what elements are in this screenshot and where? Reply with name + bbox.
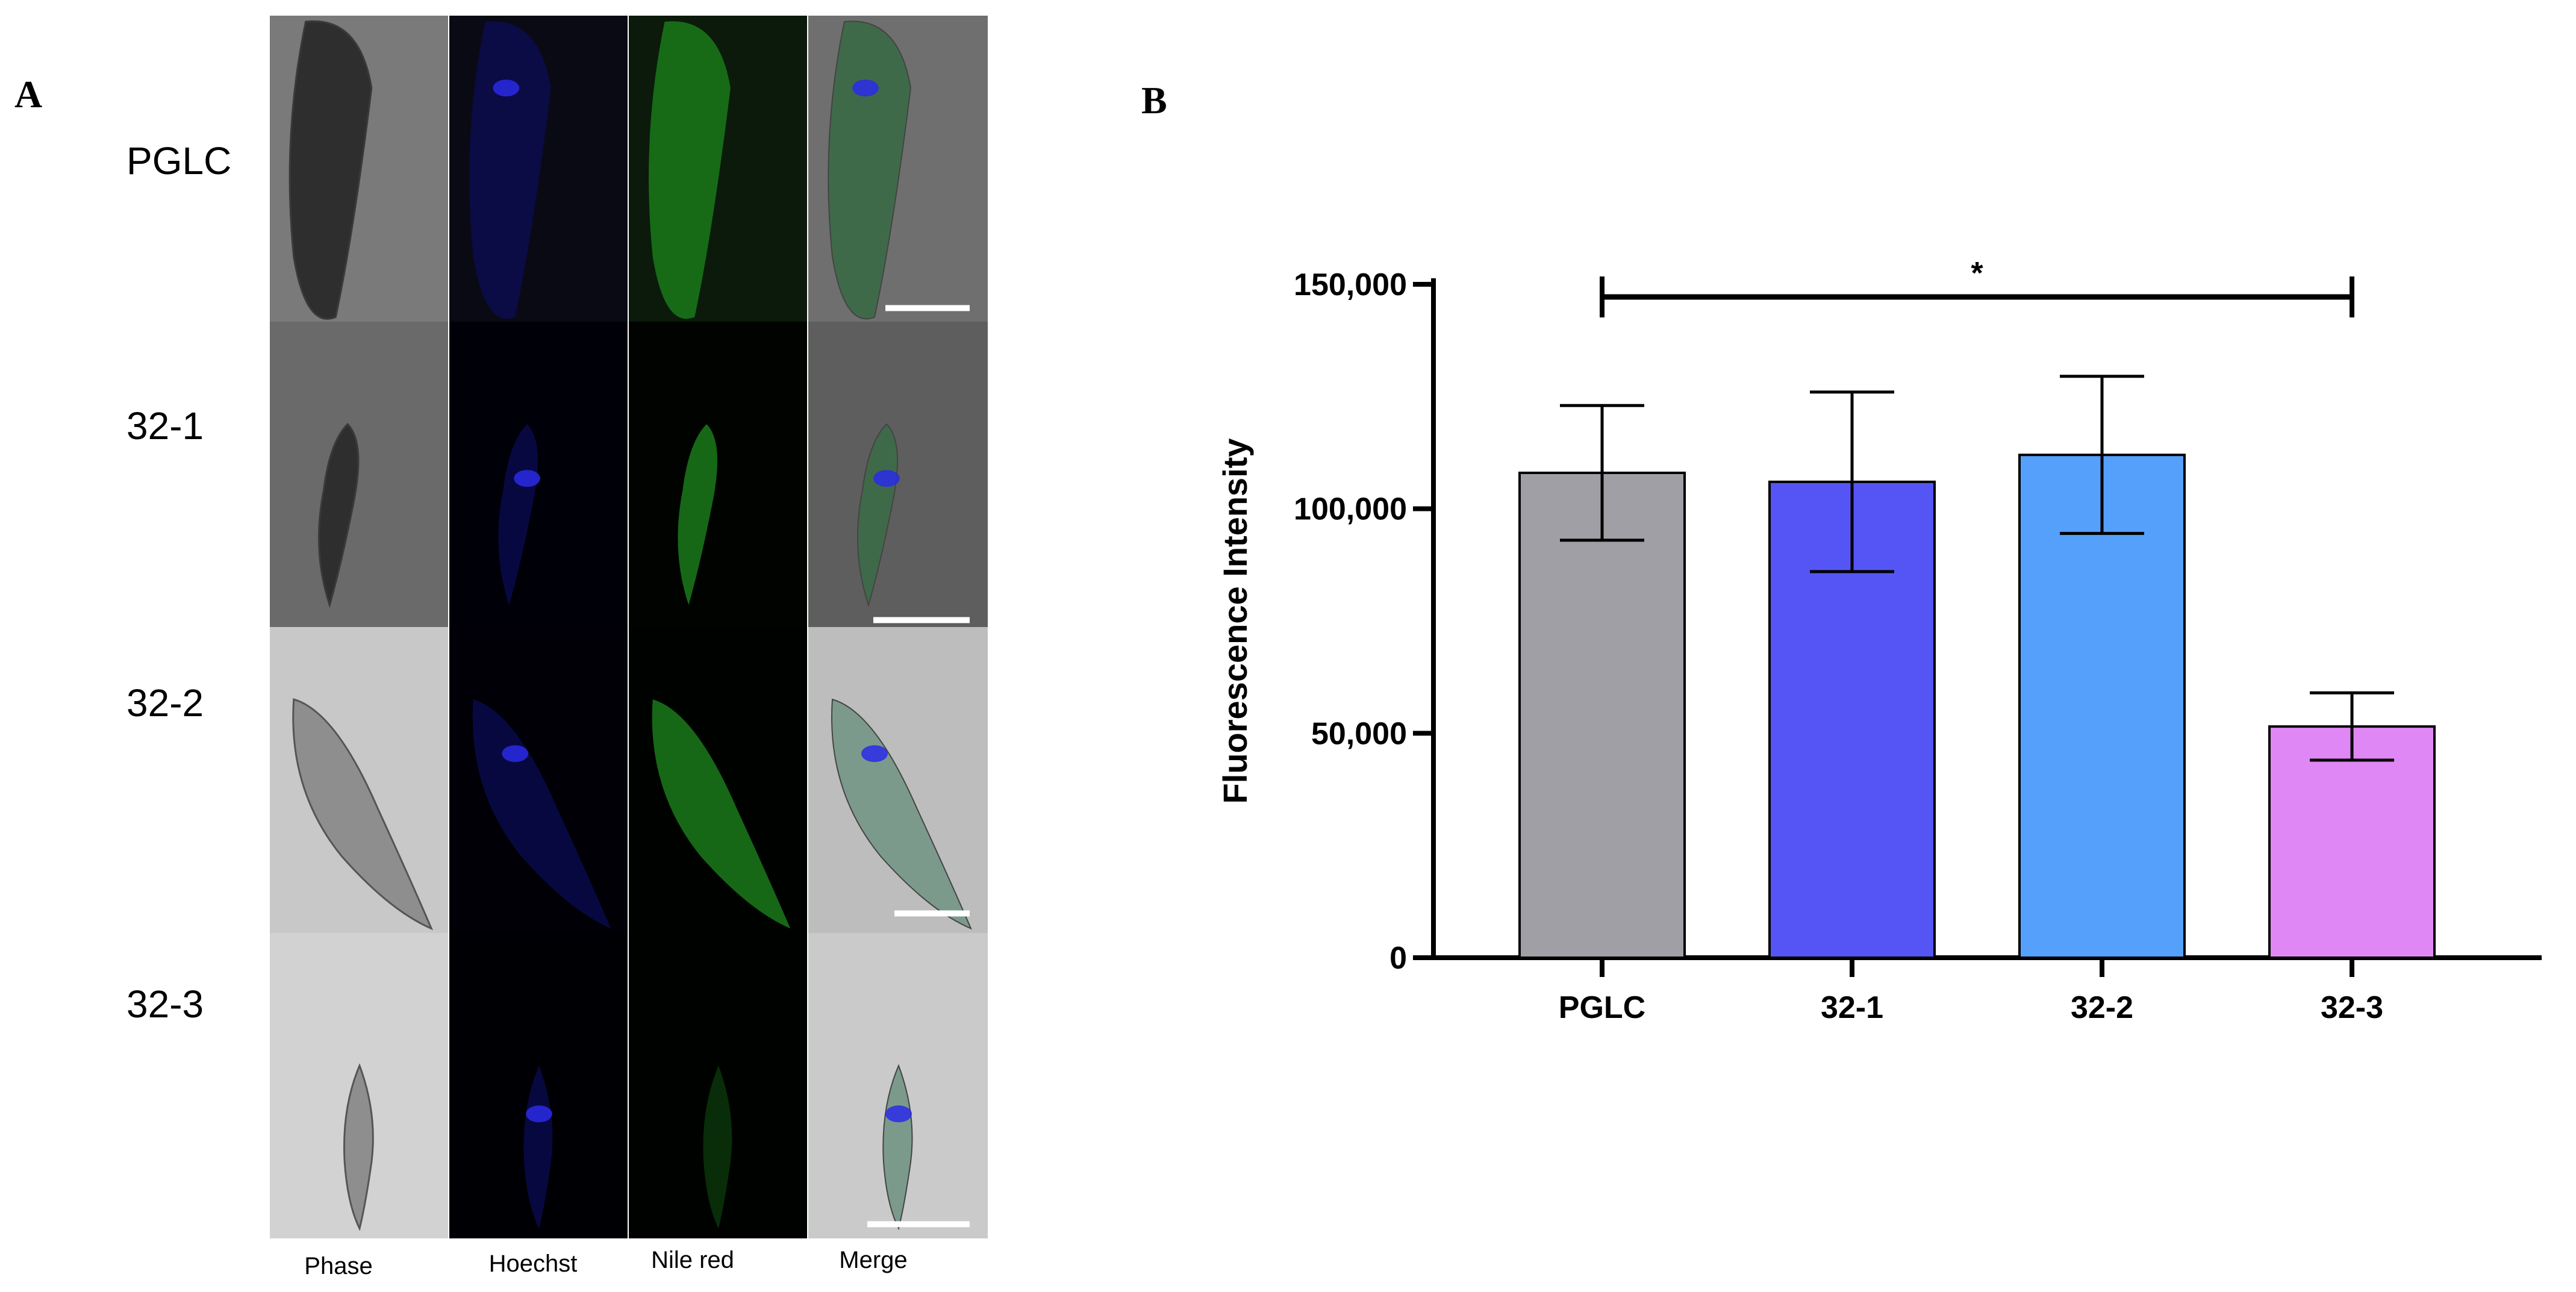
cell-body bbox=[498, 423, 538, 605]
nucleus-stain bbox=[502, 745, 529, 763]
bar-chart: 0 50,000 100,000 150,000 Fluorescence Intens… bbox=[1180, 181, 2566, 1084]
micrograph-pglc-nile-red bbox=[629, 16, 807, 322]
micrograph-32-1-hoechst bbox=[449, 321, 628, 627]
micrograph-32-1-merge bbox=[808, 321, 988, 627]
scale-bar bbox=[894, 910, 970, 917]
row-label-32-1: 32-1 bbox=[126, 404, 204, 448]
y-tick-label: 50,000 bbox=[1311, 716, 1407, 751]
x-tick-label-PGLC: PGLC bbox=[1559, 990, 1645, 1025]
panel-b-label: B bbox=[1141, 79, 1167, 122]
micrograph-32-1-nile-red bbox=[629, 321, 807, 627]
row-label-32-2: 32-2 bbox=[126, 681, 204, 725]
significance-star: * bbox=[1971, 256, 1983, 291]
cell-body bbox=[652, 699, 791, 929]
nucleus-stain bbox=[873, 469, 900, 487]
cell-body bbox=[678, 423, 718, 605]
scale-bar bbox=[885, 305, 970, 311]
micrograph-32-3-hoechst bbox=[449, 932, 628, 1238]
cell-body bbox=[831, 698, 972, 930]
cell-body bbox=[523, 1065, 553, 1228]
micrograph-32-2-hoechst bbox=[449, 627, 628, 933]
nucleus-stain bbox=[852, 80, 879, 97]
row-label-pglc: PGLC bbox=[126, 139, 232, 183]
bar-chart-svg: 0 50,000 100,000 150,000 Fluorescence Intens… bbox=[1216, 256, 2542, 1025]
nucleus-stain bbox=[514, 469, 540, 487]
x-tick-label-32-1: 32-1 bbox=[1821, 990, 1883, 1025]
y-tick-label: 0 bbox=[1389, 941, 1407, 976]
bar-PGLC bbox=[1518, 472, 1686, 960]
cell-body bbox=[469, 21, 551, 319]
scale-bar bbox=[873, 616, 970, 623]
micrograph-pglc-hoechst bbox=[449, 16, 628, 322]
cell-body bbox=[472, 699, 611, 929]
cell-body bbox=[703, 1065, 732, 1228]
x-tick-label-32-3: 32-3 bbox=[2321, 990, 2383, 1025]
micrograph-32-1-phase bbox=[270, 321, 448, 627]
micrograph-pglc-merge bbox=[808, 16, 988, 322]
col-label-merge: Merge bbox=[839, 1247, 908, 1273]
nucleus-stain bbox=[493, 80, 520, 97]
micrograph-32-3-merge bbox=[808, 932, 988, 1238]
y-tick-label: 150,000 bbox=[1294, 267, 1407, 302]
cell-body bbox=[857, 423, 898, 607]
col-label-hoechst: Hoechst bbox=[488, 1250, 578, 1277]
micrograph-32-2-nile-red bbox=[629, 627, 807, 933]
micrograph-pglc-phase bbox=[270, 16, 448, 322]
y-tick-label: 100,000 bbox=[1294, 492, 1407, 527]
y-axis-title: Fluorescence Intensity bbox=[1216, 438, 1254, 804]
x-tick-label-32-2: 32-2 bbox=[2071, 990, 2133, 1025]
micrograph-32-2-merge bbox=[808, 627, 988, 933]
nucleus-stain bbox=[885, 1105, 912, 1122]
nucleus-stain bbox=[861, 745, 888, 763]
nucleus-stain bbox=[526, 1105, 552, 1122]
row-label-32-3: 32-3 bbox=[126, 982, 204, 1026]
cell-body bbox=[649, 21, 731, 319]
bar-32-2 bbox=[2018, 454, 2186, 959]
micrograph-32-3-phase bbox=[270, 932, 448, 1238]
cell-body bbox=[318, 422, 360, 608]
cell-body bbox=[292, 698, 434, 931]
scale-bar bbox=[867, 1220, 970, 1227]
cell-body bbox=[343, 1063, 374, 1231]
col-label-nile-red: Nile red bbox=[651, 1247, 734, 1273]
cell-body bbox=[882, 1064, 913, 1230]
microscopy-grid bbox=[270, 16, 988, 1238]
cell-body bbox=[828, 20, 912, 320]
micrograph-32-3-nile-red bbox=[629, 932, 807, 1238]
cell-body bbox=[288, 20, 373, 320]
panel-a-label: A bbox=[14, 73, 43, 116]
micrograph-32-2-phase bbox=[270, 627, 448, 933]
col-label-phase: Phase bbox=[304, 1253, 373, 1279]
